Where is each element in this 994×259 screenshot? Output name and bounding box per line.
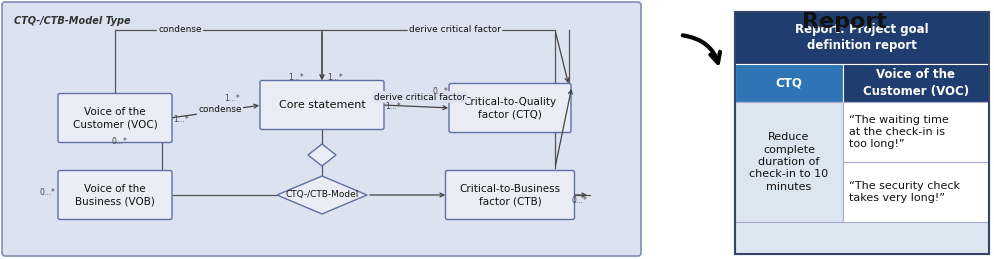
Text: Critical-to-Quality
factor (CTQ): Critical-to-Quality factor (CTQ) [463,97,557,119]
FancyBboxPatch shape [2,2,641,256]
FancyArrowPatch shape [683,35,720,63]
FancyBboxPatch shape [449,83,571,133]
Text: CTQ: CTQ [775,76,802,90]
Text: 1...*: 1...* [327,73,343,82]
Text: 0...*: 0...* [39,188,55,197]
Bar [843,162,989,222]
FancyBboxPatch shape [58,93,172,142]
Text: CTQ-/CTB-Model Type: CTQ-/CTB-Model Type [14,16,130,26]
Text: 1...*: 1...* [288,73,304,82]
Text: Reduce
complete
duration of
check-in to 10
minutes: Reduce complete duration of check-in to … [749,132,829,192]
Bar [735,12,989,64]
Bar [843,102,989,162]
Text: derive critical factor: derive critical factor [374,92,466,102]
Text: CTQ-/CTB-Model: CTQ-/CTB-Model [285,191,359,199]
Bar [735,64,843,102]
FancyBboxPatch shape [58,170,172,219]
FancyBboxPatch shape [445,170,575,219]
Text: “The security check
takes very long!”: “The security check takes very long!” [849,181,960,203]
Text: Report: Project goal
definition report: Report: Project goal definition report [795,24,928,53]
Text: 0...*: 0...* [572,196,587,205]
Text: derive critical factor: derive critical factor [410,25,501,34]
Polygon shape [277,176,367,214]
Text: 1...*: 1...* [385,102,401,111]
Bar [735,222,989,254]
Text: 1...*: 1...* [225,94,240,103]
Text: condense: condense [158,25,202,34]
Text: Voice of the
Customer (VOC): Voice of the Customer (VOC) [73,107,157,129]
Text: Core statement: Core statement [278,100,366,110]
Bar [843,64,989,102]
Text: Critical-to-Business
factor (CTB): Critical-to-Business factor (CTB) [459,184,561,206]
Text: Report: Report [802,12,888,32]
Text: “The waiting time
at the check-in is
too long!”: “The waiting time at the check-in is too… [849,114,948,149]
Bar [735,12,989,254]
FancyBboxPatch shape [260,81,384,130]
Text: Voice of the
Customer (VOC): Voice of the Customer (VOC) [863,68,969,97]
Text: condense: condense [198,105,242,114]
Text: 0...*: 0...* [111,137,127,146]
Polygon shape [308,144,336,166]
Text: 1...*: 1...* [173,115,189,124]
Text: Voice of the
Business (VOB): Voice of the Business (VOB) [76,184,155,206]
Text: 0...*: 0...* [432,87,448,96]
Bar [735,102,843,222]
